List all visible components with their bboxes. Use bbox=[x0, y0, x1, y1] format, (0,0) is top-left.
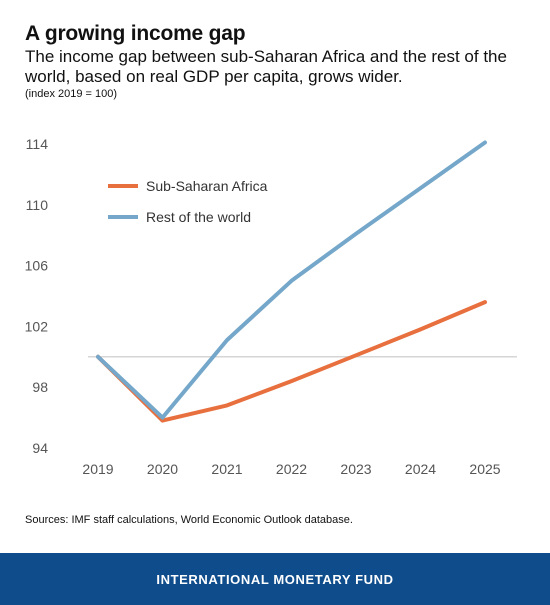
unit-note: (index 2019 = 100) bbox=[25, 88, 118, 100]
series-lines bbox=[96, 140, 487, 423]
x-tick-label: 2024 bbox=[405, 461, 436, 477]
x-tick-label: 2025 bbox=[469, 461, 500, 477]
chart-title: A growing income gap bbox=[25, 22, 246, 45]
x-tick-label: 2020 bbox=[147, 461, 178, 477]
legend-label: Sub-Saharan Africa bbox=[146, 178, 268, 194]
x-tick-label: 2021 bbox=[211, 461, 242, 477]
series-line-rest-of-world bbox=[96, 140, 487, 420]
x-axis: 2019 2020 2021 2022 2023 2024 2025 bbox=[82, 461, 500, 477]
y-axis: 94 98 102 106 110 114 bbox=[25, 136, 49, 456]
x-tick-label: 2019 bbox=[82, 461, 113, 477]
y-tick-label: 106 bbox=[25, 258, 49, 274]
y-tick-label: 110 bbox=[26, 197, 49, 213]
x-tick-label: 2023 bbox=[340, 461, 371, 477]
legend-label: Rest of the world bbox=[146, 209, 251, 225]
imf-brand-text: INTERNATIONAL MONETARY FUND bbox=[156, 571, 394, 587]
line-chart: 94 98 102 106 110 114 2019 2020 2021 2022 2023 202… bbox=[25, 136, 517, 477]
source-note: Sources: IMF staff calculations, World E… bbox=[25, 514, 353, 526]
y-tick-label: 114 bbox=[26, 136, 49, 152]
x-tick-label: 2022 bbox=[276, 461, 307, 477]
chart-subtitle: The income gap between sub-Saharan Afric… bbox=[25, 47, 507, 86]
y-tick-label: 94 bbox=[32, 440, 48, 456]
series-line-sub-saharan-africa bbox=[96, 300, 487, 423]
legend: Sub-Saharan Africa Rest of the world bbox=[108, 178, 268, 225]
y-tick-label: 98 bbox=[32, 379, 48, 395]
y-tick-label: 102 bbox=[25, 318, 49, 334]
footer-bar: INTERNATIONAL MONETARY FUND bbox=[0, 553, 550, 605]
